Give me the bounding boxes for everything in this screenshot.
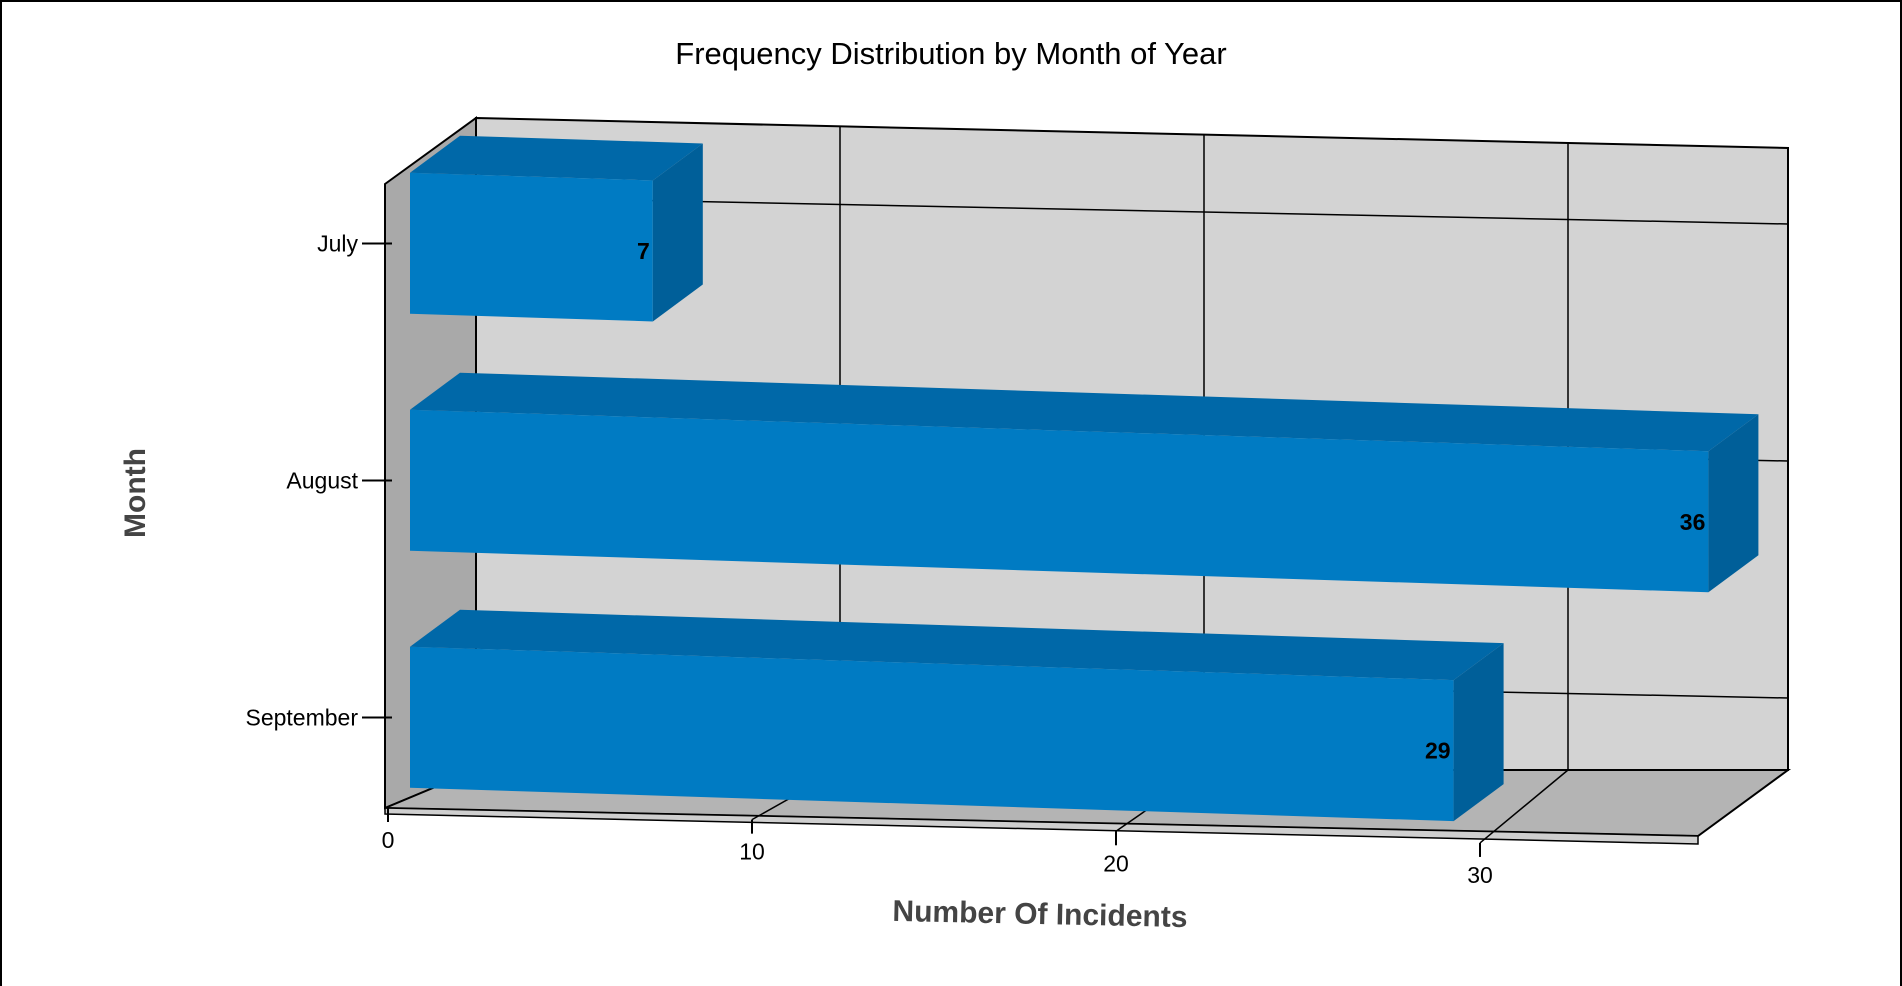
y-axis-ticks: July August September xyxy=(245,231,392,731)
x-tick-label-0: 0 xyxy=(382,827,395,853)
y-axis-title: Month xyxy=(119,448,152,538)
x-tick-label-10: 10 xyxy=(739,839,765,865)
floor-edge xyxy=(384,807,1699,845)
bar-front xyxy=(410,409,1709,593)
bar-top xyxy=(410,609,1504,681)
x-axis-ticks: 0 10 20 30 xyxy=(382,808,1493,888)
bar-side xyxy=(1708,414,1759,593)
y-tick-label-september: September xyxy=(245,705,358,731)
x-tick-label-30: 30 xyxy=(1467,862,1493,888)
y-tick-label-august: August xyxy=(286,468,358,494)
bar-august: 36 xyxy=(410,372,1759,593)
bar-top xyxy=(410,135,703,181)
bar-front xyxy=(410,646,1454,822)
bar-front xyxy=(410,172,653,322)
chart-title: Frequency Distribution by Month of Year xyxy=(675,36,1226,71)
y-tick-label-july: July xyxy=(317,231,358,257)
bar-september: 29 xyxy=(410,609,1504,822)
bar-july: 7 xyxy=(410,135,703,322)
data-label-august: 36 xyxy=(1680,509,1706,535)
floor-grid-line-30 xyxy=(1479,769,1569,844)
bar-top xyxy=(410,372,1759,452)
bar-side xyxy=(1453,643,1504,822)
data-label-september: 29 xyxy=(1425,738,1451,764)
x-tick-label-20: 20 xyxy=(1103,850,1129,876)
x-axis-title: Number Of Incidents xyxy=(892,895,1188,934)
chart-bars: 7 36 29 xyxy=(410,135,1759,822)
data-label-july: 7 xyxy=(637,238,650,264)
bar-side xyxy=(652,143,703,322)
